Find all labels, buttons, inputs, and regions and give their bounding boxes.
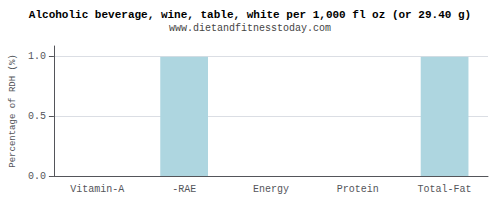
svg-text:-RAE: -RAE	[172, 184, 196, 195]
svg-text:0.5: 0.5	[28, 111, 46, 122]
svg-text:Total-Fat: Total-Fat	[418, 184, 472, 195]
svg-text:Protein: Protein	[337, 184, 379, 195]
svg-text:1.0: 1.0	[28, 51, 46, 62]
svg-text:Vitamin-A: Vitamin-A	[70, 184, 124, 195]
svg-text:Percentage of RDH (%): Percentage of RDH (%)	[8, 54, 18, 167]
svg-text:0.0: 0.0	[28, 171, 46, 182]
svg-text:Alcoholic beverage, wine, tabl: Alcoholic beverage, wine, table, white p…	[29, 9, 471, 21]
svg-text:Energy: Energy	[253, 184, 289, 195]
svg-text:www.dietandfitnesstoday.com: www.dietandfitnesstoday.com	[169, 23, 331, 34]
